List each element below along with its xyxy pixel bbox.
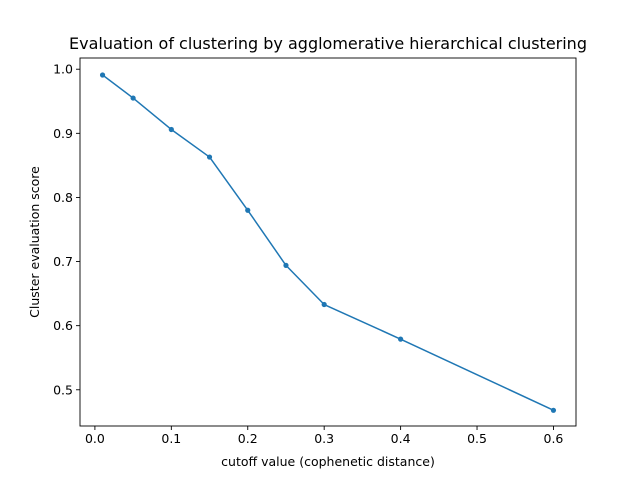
x-tick-label: 0.3 xyxy=(314,431,334,446)
data-point xyxy=(283,263,288,268)
y-tick-label: 0.7 xyxy=(53,254,73,269)
data-point xyxy=(169,127,174,132)
x-tick-label: 0.4 xyxy=(391,431,411,446)
x-tick-label: 0.6 xyxy=(544,431,564,446)
x-tick-label: 0.2 xyxy=(238,431,258,446)
y-tick-label: 1.0 xyxy=(53,62,73,77)
y-axis-label: Cluster evaluation score xyxy=(27,166,42,318)
x-axis-label: cutoff value (cophenetic distance) xyxy=(221,454,435,469)
x-tick-label: 0.5 xyxy=(467,431,487,446)
x-tick-label: 0.1 xyxy=(161,431,181,446)
y-tick-label: 0.6 xyxy=(53,318,73,333)
data-point xyxy=(207,154,212,159)
chart-title: Evaluation of clustering by agglomerativ… xyxy=(69,34,587,53)
y-tick-label: 0.9 xyxy=(53,126,73,141)
y-tick-label: 0.8 xyxy=(53,190,73,205)
data-point xyxy=(551,408,556,413)
y-tick-label: 0.5 xyxy=(53,382,73,397)
data-point xyxy=(100,72,105,77)
data-point xyxy=(322,302,327,307)
data-point xyxy=(245,208,250,213)
x-tick-label: 0.0 xyxy=(85,431,105,446)
data-point xyxy=(131,95,136,100)
data-point xyxy=(398,337,403,342)
